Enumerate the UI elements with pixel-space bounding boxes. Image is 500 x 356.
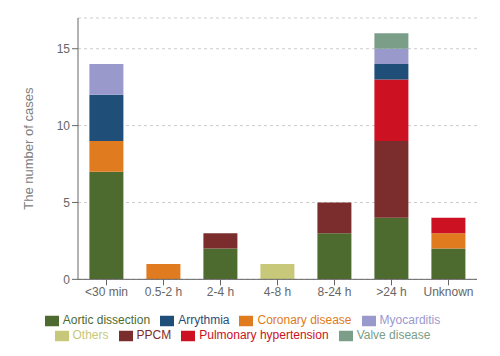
html-text:Aortic dissection: Aortic dissection bbox=[62, 313, 151, 328]
svg-text:5: 5 bbox=[63, 196, 70, 210]
html-text:PPCM: PPCM bbox=[136, 328, 172, 343]
svg-text:4-8 h: 4-8 h bbox=[264, 285, 291, 299]
html-text:Valve disease: Valve disease bbox=[356, 328, 431, 343]
svg-text:<30 min: <30 min bbox=[85, 285, 128, 299]
svg-text:The number of cases: The number of cases bbox=[21, 87, 36, 210]
svg-text:0: 0 bbox=[63, 273, 70, 287]
svg-text:>24 h: >24 h bbox=[376, 285, 406, 299]
svg-text:0.5-2 h: 0.5-2 h bbox=[145, 285, 182, 299]
svg-text:15: 15 bbox=[57, 42, 71, 56]
html-text:Arrythmia: Arrythmia bbox=[178, 313, 230, 328]
html-text:Pulmonary hypertension: Pulmonary hypertension bbox=[199, 328, 329, 343]
html-text:Others: Others bbox=[72, 328, 109, 343]
svg-text:8-24 h: 8-24 h bbox=[317, 285, 351, 299]
svg-text:2-4 h: 2-4 h bbox=[207, 285, 234, 299]
svg-text:10: 10 bbox=[57, 119, 71, 133]
html-text:Myocarditis: Myocarditis bbox=[379, 313, 441, 328]
html-text:Coronary disease: Coronary disease bbox=[257, 313, 352, 328]
svg-text:Unknown: Unknown bbox=[423, 285, 473, 299]
